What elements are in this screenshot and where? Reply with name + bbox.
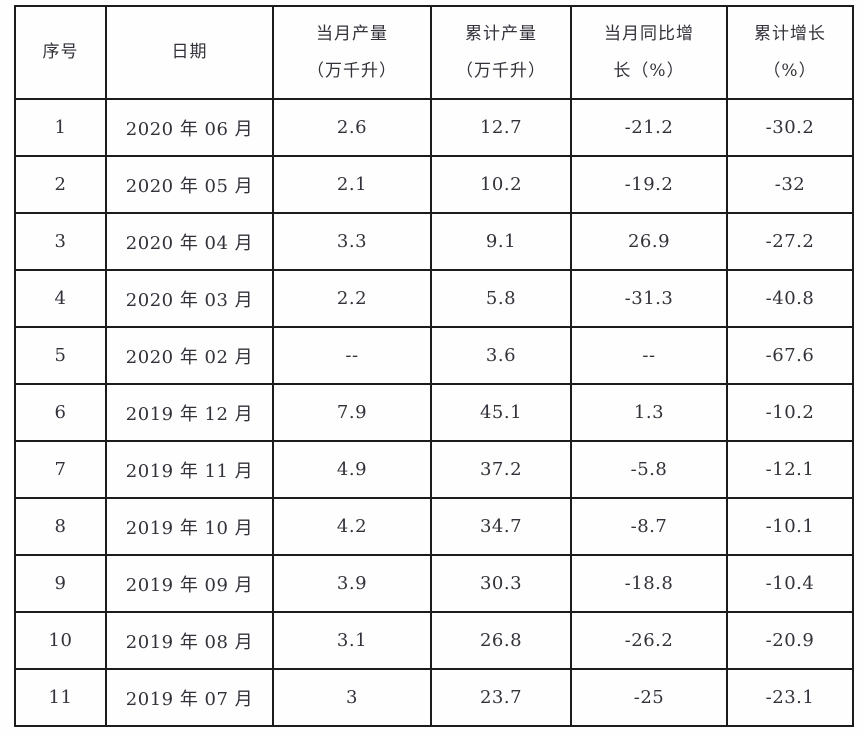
table-row: 1 2020 年 06 月 2.6 12.7 -21.2 -30.2 (14, 98, 854, 157)
cell-monthly-output: 4.9 (272, 440, 432, 499)
table-row: 9 2019 年 09 月 3.9 30.3 -18.8 -10.4 (14, 554, 854, 613)
cell-date: 2019 年 11 月 (105, 440, 274, 499)
cell-monthly-yoy-growth: 1.3 (570, 383, 728, 442)
cell-cumulative-growth: -10.4 (726, 554, 854, 613)
cell-monthly-output: 7.9 (272, 383, 432, 442)
table-row: 8 2019 年 10 月 4.2 34.7 -8.7 -10.1 (14, 497, 854, 556)
cell-serial-number: 8 (14, 497, 107, 556)
cell-monthly-output: 4.2 (272, 497, 432, 556)
cell-cumulative-output: 10.2 (430, 155, 572, 214)
cell-cumulative-output: 5.8 (430, 269, 572, 328)
cell-serial-number: 11 (14, 668, 107, 727)
cell-monthly-yoy-growth: -31.3 (570, 269, 728, 328)
cell-cumulative-output: 37.2 (430, 440, 572, 499)
table-row: 4 2020 年 03 月 2.2 5.8 -31.3 -40.8 (14, 269, 854, 328)
cell-monthly-yoy-growth: -8.7 (570, 497, 728, 556)
cell-monthly-output: 3.1 (272, 611, 432, 670)
cell-monthly-yoy-growth: 26.9 (570, 212, 728, 271)
cell-monthly-output: 3 (272, 668, 432, 727)
cell-cumulative-output: 34.7 (430, 497, 572, 556)
cell-cumulative-growth: -40.8 (726, 269, 854, 328)
cell-monthly-output: 2.2 (272, 269, 432, 328)
table-row: 10 2019 年 08 月 3.1 26.8 -26.2 -20.9 (14, 611, 854, 670)
cell-monthly-yoy-growth: -25 (570, 668, 728, 727)
production-statistics-table: 序号 日期 当月产量 （万千升） 累计产量 （万千升） 当月同比增 长（%） 累… (14, 5, 854, 727)
cell-date: 2020 年 02 月 (105, 326, 274, 385)
cell-monthly-yoy-growth: -- (570, 326, 728, 385)
cell-cumulative-growth: -20.9 (726, 611, 854, 670)
cell-monthly-output: -- (272, 326, 432, 385)
cell-cumulative-output: 3.6 (430, 326, 572, 385)
cell-serial-number: 3 (14, 212, 107, 271)
cell-monthly-output: 3.3 (272, 212, 432, 271)
cell-cumulative-output: 23.7 (430, 668, 572, 727)
cell-monthly-yoy-growth: -19.2 (570, 155, 728, 214)
cell-serial-number: 2 (14, 155, 107, 214)
cell-cumulative-growth: -12.1 (726, 440, 854, 499)
cell-cumulative-output: 12.7 (430, 98, 572, 157)
header-monthly-yoy-growth: 当月同比增 长（%） (570, 5, 728, 100)
cell-serial-number: 1 (14, 98, 107, 157)
cell-cumulative-growth: -30.2 (726, 98, 854, 157)
cell-date: 2019 年 10 月 (105, 497, 274, 556)
header-serial-number: 序号 (14, 5, 107, 100)
header-monthly-output: 当月产量 （万千升） (272, 5, 432, 100)
cell-cumulative-output: 9.1 (430, 212, 572, 271)
cell-date: 2019 年 09 月 (105, 554, 274, 613)
table-row: 5 2020 年 02 月 -- 3.6 -- -67.6 (14, 326, 854, 385)
cell-serial-number: 6 (14, 383, 107, 442)
cell-cumulative-output: 26.8 (430, 611, 572, 670)
cell-date: 2020 年 04 月 (105, 212, 274, 271)
cell-serial-number: 4 (14, 269, 107, 328)
cell-monthly-yoy-growth: -5.8 (570, 440, 728, 499)
cell-monthly-output: 2.1 (272, 155, 432, 214)
cell-date: 2019 年 07 月 (105, 668, 274, 727)
cell-cumulative-growth: -10.2 (726, 383, 854, 442)
cell-cumulative-growth: -23.1 (726, 668, 854, 727)
cell-date: 2020 年 05 月 (105, 155, 274, 214)
cell-monthly-output: 3.9 (272, 554, 432, 613)
cell-serial-number: 10 (14, 611, 107, 670)
cell-serial-number: 9 (14, 554, 107, 613)
cell-date: 2020 年 03 月 (105, 269, 274, 328)
table-row: 6 2019 年 12 月 7.9 45.1 1.3 -10.2 (14, 383, 854, 442)
cell-date: 2020 年 06 月 (105, 98, 274, 157)
cell-serial-number: 5 (14, 326, 107, 385)
cell-monthly-yoy-growth: -21.2 (570, 98, 728, 157)
table-row: 11 2019 年 07 月 3 23.7 -25 -23.1 (14, 668, 854, 727)
table-body: 1 2020 年 06 月 2.6 12.7 -21.2 -30.2 2 202… (14, 98, 854, 727)
cell-date: 2019 年 12 月 (105, 383, 274, 442)
cell-cumulative-output: 30.3 (430, 554, 572, 613)
header-date: 日期 (105, 5, 274, 100)
cell-monthly-yoy-growth: -18.8 (570, 554, 728, 613)
cell-monthly-output: 2.6 (272, 98, 432, 157)
table-row: 3 2020 年 04 月 3.3 9.1 26.9 -27.2 (14, 212, 854, 271)
cell-serial-number: 7 (14, 440, 107, 499)
header-row: 序号 日期 当月产量 （万千升） 累计产量 （万千升） 当月同比增 长（%） 累… (14, 5, 854, 100)
header-cumulative-output: 累计产量 （万千升） (430, 5, 572, 100)
cell-monthly-yoy-growth: -26.2 (570, 611, 728, 670)
table-row: 2 2020 年 05 月 2.1 10.2 -19.2 -32 (14, 155, 854, 214)
cell-cumulative-growth: -27.2 (726, 212, 854, 271)
cell-date: 2019 年 08 月 (105, 611, 274, 670)
cell-cumulative-output: 45.1 (430, 383, 572, 442)
table-row: 7 2019 年 11 月 4.9 37.2 -5.8 -12.1 (14, 440, 854, 499)
cell-cumulative-growth: -67.6 (726, 326, 854, 385)
header-cumulative-growth: 累计增长 （%） (726, 5, 854, 100)
cell-cumulative-growth: -32 (726, 155, 854, 214)
cell-cumulative-growth: -10.1 (726, 497, 854, 556)
